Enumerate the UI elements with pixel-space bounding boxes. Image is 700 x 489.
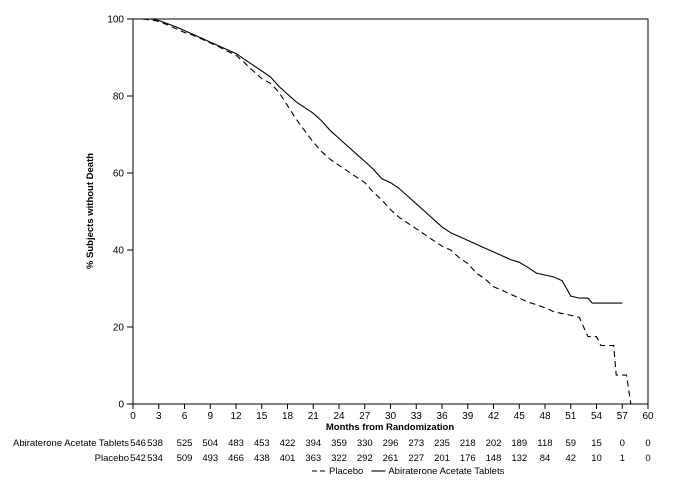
risk-value: 15	[591, 438, 602, 449]
x-tick-label: 9	[207, 411, 213, 422]
y-tick-label: 60	[113, 169, 125, 180]
risk-value: 118	[537, 438, 552, 449]
legend-label: Abiraterone Acetate Tablets	[388, 466, 504, 477]
risk-value: 176	[460, 453, 476, 464]
risk-value: 218	[460, 438, 476, 449]
legend: Placebo Abiraterone Acetate Tablets	[312, 466, 505, 477]
risk-value: 363	[305, 453, 321, 464]
x-tick-label: 24	[333, 411, 345, 422]
risk-table: Abiraterone Acetate Tablets 546 538 525 504 4…	[13, 438, 651, 464]
risk-value: 453	[254, 438, 270, 449]
risk-value: 261	[383, 453, 399, 464]
y-tick-label: 80	[113, 92, 125, 103]
risk-value: 189	[511, 438, 527, 449]
x-tick-label: 42	[488, 411, 500, 422]
x-tick-label: 45	[514, 411, 526, 422]
y-axis: 0 20 40 60 80 100	[107, 15, 133, 411]
risk-value: 359	[331, 438, 347, 449]
series-layer	[133, 18, 632, 405]
risk-value: 322	[331, 453, 347, 464]
series-line-abiraterone-acetate-tablets	[133, 18, 623, 304]
x-tick-label: 57	[617, 411, 629, 422]
risk-value: 394	[305, 438, 321, 449]
risk-value: 201	[434, 453, 450, 464]
x-tick-label: 54	[591, 411, 603, 422]
risk-value: 42	[565, 453, 576, 464]
risk-value: 546	[130, 438, 146, 449]
risk-value: 483	[228, 438, 244, 449]
risk-value: 0	[645, 453, 650, 464]
risk-value: 10	[591, 453, 602, 464]
risk-value: 292	[357, 453, 373, 464]
x-tick-label: 0	[130, 411, 136, 422]
risk-value: 542	[130, 453, 146, 464]
x-tick-label: 15	[256, 411, 268, 422]
risk-value: 330	[357, 438, 373, 449]
risk-value: 84	[540, 453, 551, 464]
risk-value: 509	[177, 453, 193, 464]
x-tick-label: 18	[282, 411, 294, 422]
risk-value: 422	[280, 438, 296, 449]
x-tick-label: 48	[539, 411, 551, 422]
x-tick-label: 30	[385, 411, 397, 422]
risk-value: 132	[511, 453, 527, 464]
risk-value: 466	[228, 453, 244, 464]
x-axis-title: Months from Randomization	[326, 422, 454, 433]
x-tick-label: 27	[359, 411, 371, 422]
x-tick-label: 51	[565, 411, 577, 422]
risk-value: 202	[486, 438, 502, 449]
risk-value: 273	[408, 438, 424, 449]
risk-value: 0	[645, 438, 650, 449]
risk-value: 438	[254, 453, 270, 464]
risk-value: 227	[408, 453, 424, 464]
risk-value: 148	[486, 453, 502, 464]
risk-value: 59	[565, 438, 576, 449]
risk-value: 235	[434, 438, 450, 449]
risk-value: 534	[147, 453, 163, 464]
y-axis-title: % Subjects without Death	[85, 153, 96, 269]
risk-value: 1	[620, 453, 625, 464]
x-axis: 0 3 6 9 12 15 18 21 24 27 30 33 36 39 42 45 48 51 54 57 60	[130, 404, 654, 422]
risk-value: 525	[177, 438, 193, 449]
x-tick-label: 39	[462, 411, 474, 422]
x-tick-label: 12	[230, 411, 242, 422]
x-tick-label: 36	[436, 411, 448, 422]
x-tick-label: 6	[182, 411, 188, 422]
risk-value: 401	[280, 453, 296, 464]
risk-row-label: Placebo	[95, 453, 129, 464]
risk-row-label: Abiraterone Acetate Tablets	[13, 438, 129, 449]
y-tick-label: 40	[113, 246, 125, 257]
y-tick-label: 100	[107, 15, 124, 26]
risk-value: 0	[620, 438, 625, 449]
plot-frame	[132, 18, 649, 405]
x-tick-label: 33	[411, 411, 423, 422]
risk-value: 493	[202, 453, 218, 464]
series-line-placebo	[133, 18, 632, 405]
x-tick-label: 3	[156, 411, 162, 422]
legend-label: Placebo	[329, 466, 363, 477]
risk-value: 538	[147, 438, 163, 449]
risk-value: 504	[202, 438, 218, 449]
risk-value: 296	[383, 438, 399, 449]
y-tick-label: 0	[118, 400, 124, 411]
x-tick-label: 60	[642, 411, 654, 422]
x-tick-label: 21	[308, 411, 320, 422]
y-tick-label: 20	[113, 323, 125, 334]
